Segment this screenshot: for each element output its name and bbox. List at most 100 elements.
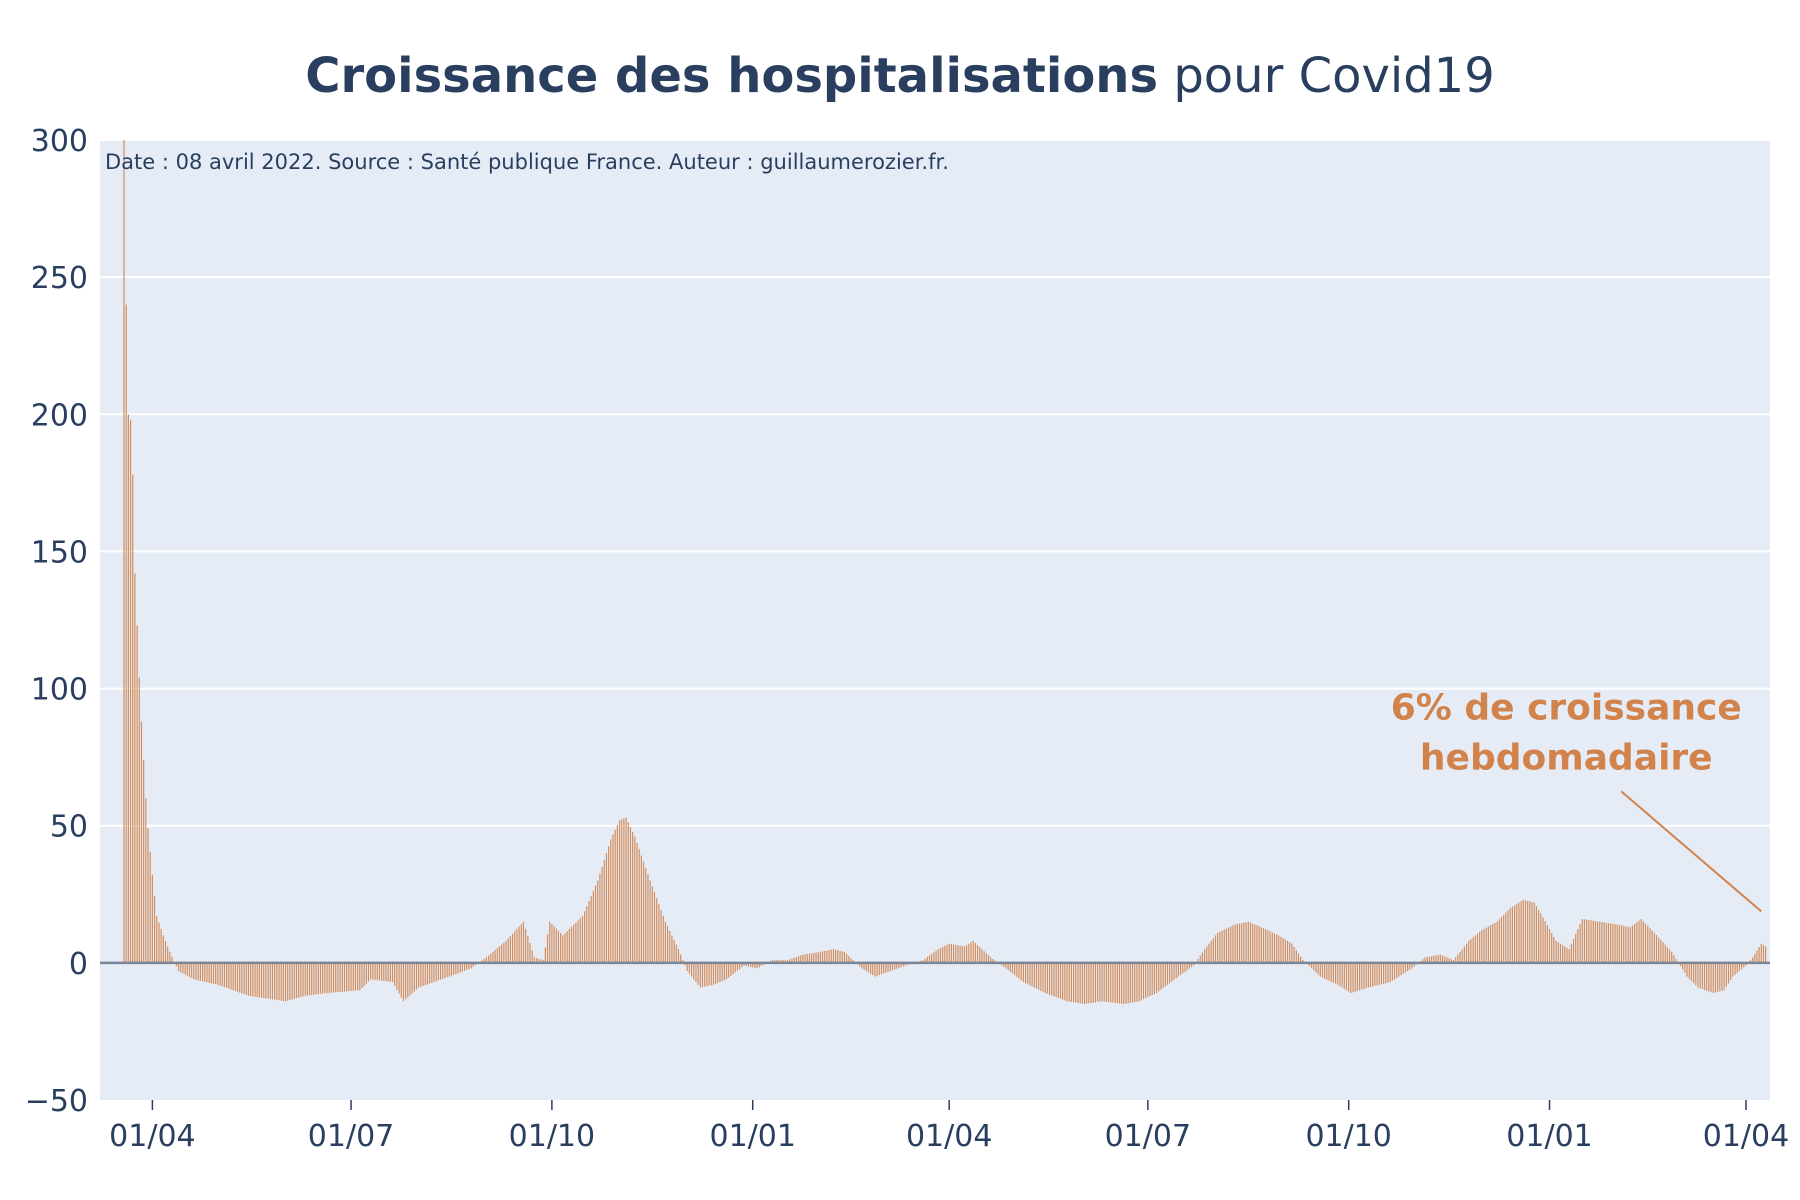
bar bbox=[536, 958, 538, 963]
xtick-label: 01/04 bbox=[906, 1119, 992, 1154]
bar bbox=[1182, 962, 1184, 974]
bar bbox=[123, 140, 125, 963]
bar bbox=[894, 962, 896, 970]
bar bbox=[741, 962, 743, 968]
grid-layer bbox=[100, 139, 1770, 827]
bar bbox=[274, 962, 276, 1000]
bar bbox=[487, 955, 490, 963]
bar bbox=[926, 956, 928, 963]
bar bbox=[191, 962, 193, 979]
bar bbox=[1745, 962, 1747, 966]
bar bbox=[944, 945, 946, 963]
bar bbox=[1282, 938, 1284, 963]
bar bbox=[230, 962, 232, 990]
bar bbox=[1110, 962, 1112, 1003]
bar bbox=[830, 949, 832, 963]
bar bbox=[800, 955, 802, 963]
annotation-arrow bbox=[1620, 790, 1762, 913]
xtick-label: 01/10 bbox=[1305, 1119, 1391, 1154]
bar bbox=[391, 962, 394, 983]
bar bbox=[1642, 921, 1644, 963]
bar bbox=[1315, 962, 1317, 973]
bar bbox=[795, 956, 797, 963]
bar bbox=[302, 962, 304, 997]
bar bbox=[928, 955, 931, 963]
bar bbox=[1341, 962, 1343, 988]
bar bbox=[658, 904, 660, 963]
bar bbox=[374, 962, 376, 980]
bar bbox=[1422, 959, 1424, 963]
bar bbox=[354, 962, 357, 991]
bar bbox=[315, 962, 317, 995]
bar bbox=[824, 950, 826, 963]
bar bbox=[614, 829, 616, 963]
bar bbox=[1682, 962, 1684, 970]
bar bbox=[420, 962, 422, 987]
bar bbox=[1374, 962, 1376, 986]
bar bbox=[1332, 962, 1334, 983]
bar bbox=[1533, 902, 1535, 963]
bar bbox=[252, 962, 254, 997]
bar bbox=[1280, 936, 1282, 963]
bar bbox=[1470, 939, 1472, 963]
bar bbox=[1145, 962, 1147, 999]
bar bbox=[463, 962, 466, 971]
bar bbox=[1389, 962, 1391, 983]
bar bbox=[1614, 924, 1616, 963]
bar bbox=[1029, 962, 1031, 986]
bar bbox=[732, 962, 734, 975]
bar bbox=[584, 911, 586, 963]
bar bbox=[1564, 946, 1566, 963]
bar bbox=[1116, 962, 1118, 1004]
bar bbox=[1679, 962, 1682, 966]
bar bbox=[1575, 934, 1577, 963]
bar bbox=[815, 952, 817, 963]
bar bbox=[145, 798, 147, 963]
bar bbox=[773, 960, 776, 963]
bar bbox=[706, 962, 708, 987]
bar bbox=[1007, 962, 1009, 971]
xtick-label: 01/07 bbox=[308, 1119, 394, 1154]
bar bbox=[1516, 903, 1518, 963]
bar bbox=[1538, 909, 1540, 963]
bar bbox=[509, 936, 512, 963]
bar bbox=[363, 962, 365, 986]
chart-title-space bbox=[1158, 48, 1173, 104]
bar bbox=[1439, 954, 1441, 963]
bar bbox=[1042, 962, 1044, 992]
bar bbox=[662, 915, 664, 963]
bar bbox=[1158, 962, 1160, 992]
bar bbox=[562, 935, 564, 963]
bar bbox=[1494, 922, 1496, 963]
bar bbox=[983, 951, 985, 963]
bar bbox=[1269, 931, 1271, 963]
bar bbox=[885, 962, 887, 973]
bar bbox=[902, 962, 904, 967]
bar bbox=[156, 916, 158, 963]
bar bbox=[258, 962, 260, 998]
bar bbox=[1668, 949, 1671, 963]
bar bbox=[1507, 910, 1509, 963]
bar bbox=[616, 825, 618, 963]
bar bbox=[1131, 962, 1134, 1003]
bar bbox=[677, 949, 680, 963]
bar bbox=[195, 962, 197, 980]
bar bbox=[496, 948, 498, 963]
bar bbox=[1127, 962, 1129, 1004]
bar bbox=[256, 962, 258, 998]
bar bbox=[127, 414, 129, 963]
bar bbox=[1232, 925, 1234, 963]
bar bbox=[446, 962, 448, 978]
bar bbox=[1234, 924, 1236, 963]
bar bbox=[232, 962, 234, 991]
bar bbox=[1509, 908, 1511, 963]
bar bbox=[138, 677, 140, 963]
bar bbox=[387, 962, 389, 982]
bar bbox=[1599, 921, 1601, 963]
bar bbox=[1612, 923, 1614, 963]
bar bbox=[734, 962, 736, 973]
bar bbox=[450, 962, 453, 976]
bar bbox=[629, 827, 632, 963]
bar bbox=[167, 946, 169, 963]
bar bbox=[1754, 953, 1756, 963]
